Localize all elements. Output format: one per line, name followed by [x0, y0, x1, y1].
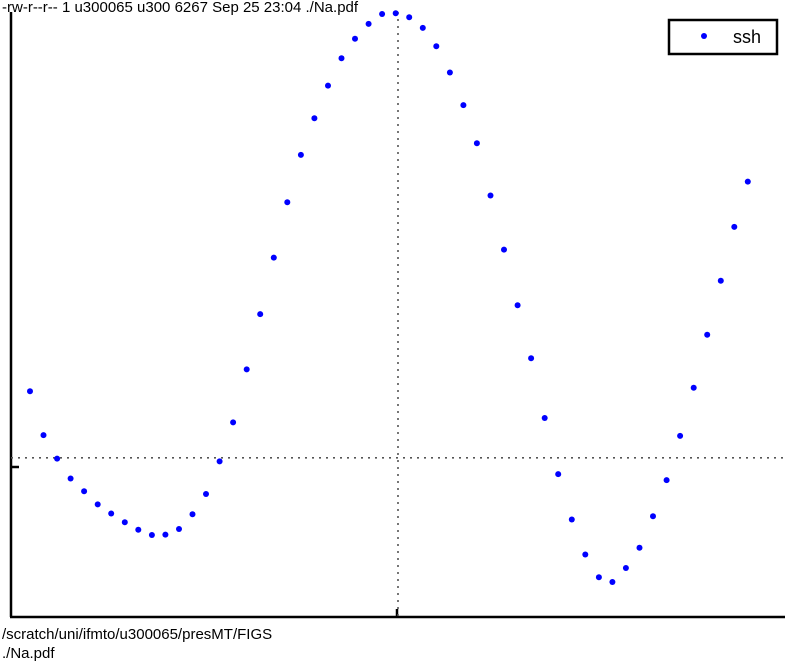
data-point	[433, 43, 440, 50]
data-point	[541, 415, 548, 421]
data-point	[392, 10, 399, 17]
data-point	[311, 115, 318, 122]
data-point	[162, 531, 169, 538]
legend-label-ssh: ssh	[733, 27, 761, 47]
data-point	[94, 501, 101, 508]
data-point	[744, 178, 751, 185]
data-point	[568, 516, 575, 523]
data-point	[148, 532, 155, 538]
data-point	[731, 223, 738, 230]
data-point	[677, 432, 684, 439]
data-point	[446, 69, 453, 76]
data-point	[40, 432, 47, 439]
data-point	[595, 574, 602, 581]
data-point	[297, 151, 304, 158]
data-point	[284, 199, 291, 206]
data-point	[121, 519, 128, 526]
data-point	[487, 192, 494, 199]
data-point	[501, 246, 507, 253]
data-point	[609, 579, 616, 585]
data-point	[27, 388, 33, 395]
legend-box	[667, 18, 779, 56]
data-point	[325, 82, 331, 89]
data-point	[54, 455, 61, 462]
legend-marker	[701, 33, 707, 39]
data-point	[352, 35, 358, 42]
data-point	[176, 526, 182, 532]
data-point	[650, 513, 656, 520]
ssh-series	[27, 10, 751, 585]
legend: ssh	[667, 18, 779, 56]
footer-file: ./Na.pdf	[2, 645, 55, 662]
data-point	[555, 471, 562, 478]
data-point	[636, 544, 643, 551]
data-point	[690, 384, 697, 391]
data-point	[270, 254, 277, 261]
file-info-header: -rw-r--r-- 1 u300065 u300 6267 Sep 25 23…	[2, 0, 359, 16]
data-point	[135, 526, 142, 533]
data-point	[365, 20, 372, 27]
data-point	[663, 477, 670, 484]
data-point	[203, 491, 209, 497]
data-point	[528, 355, 535, 362]
data-point	[243, 366, 250, 373]
data-point	[338, 55, 345, 62]
data-point	[460, 102, 467, 109]
data-point	[189, 511, 196, 518]
data-point	[717, 277, 724, 284]
data-point	[257, 311, 264, 318]
data-point	[406, 14, 413, 21]
data-point	[514, 302, 521, 309]
data-point	[419, 24, 426, 31]
data-point	[230, 419, 237, 426]
data-point	[473, 140, 480, 147]
data-point	[108, 510, 115, 517]
data-point	[67, 475, 74, 482]
footer-path: /scratch/uni/ifmto/u300065/presMT/FIGS	[2, 626, 273, 643]
data-point	[704, 331, 711, 338]
data-point	[81, 488, 88, 495]
data-point	[582, 551, 589, 558]
data-point	[379, 11, 386, 17]
data-point	[622, 565, 629, 571]
data-point	[216, 458, 223, 465]
